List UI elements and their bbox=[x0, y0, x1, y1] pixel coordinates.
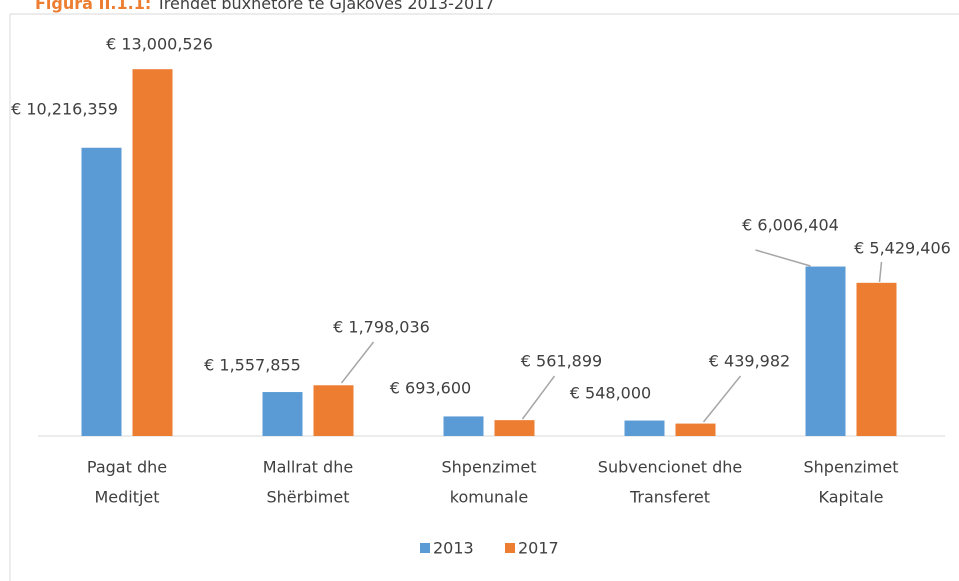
x-tick-label: Kapitale bbox=[819, 488, 884, 507]
data-label: € 548,000 bbox=[570, 384, 651, 403]
bar bbox=[262, 392, 303, 436]
legend-swatch bbox=[420, 543, 430, 553]
x-tick-label: Shpenzimet bbox=[804, 458, 899, 477]
legend-swatch bbox=[505, 543, 515, 553]
x-tick-label: Shërbimet bbox=[266, 488, 349, 507]
leader-line bbox=[878, 261, 883, 283]
data-label: € 1,798,036 bbox=[333, 318, 430, 337]
bar bbox=[805, 266, 846, 436]
x-tick-label: Mallrat dhe bbox=[263, 458, 353, 477]
bar bbox=[443, 416, 484, 436]
data-label: € 13,000,526 bbox=[106, 35, 213, 54]
bar bbox=[132, 69, 173, 436]
data-label: € 5,429,406 bbox=[854, 239, 951, 258]
x-tick-label: Subvencionet dhe bbox=[598, 458, 742, 477]
leader-line bbox=[702, 375, 742, 423]
caption: Figura II.1.1: Trendet buxhetore të Gjak… bbox=[35, 0, 495, 13]
x-tick-label: Pagat dhe bbox=[87, 458, 167, 477]
x-tick-label: Meditjet bbox=[94, 488, 159, 507]
x-tick-label: Shpenzimet bbox=[442, 458, 537, 477]
bar bbox=[81, 147, 122, 436]
chart-title: Trendet buxhetore të Gjakovës 2013-2017 bbox=[155, 0, 494, 13]
legend-label: 2013 bbox=[433, 539, 474, 558]
bar bbox=[313, 385, 354, 436]
bar bbox=[624, 420, 665, 436]
data-label: € 561,899 bbox=[521, 352, 602, 371]
legend-label: 2017 bbox=[518, 539, 559, 558]
x-tick-label: Transferet bbox=[629, 488, 710, 507]
data-label: € 693,600 bbox=[390, 379, 471, 398]
data-label: € 10,216,359 bbox=[11, 100, 118, 119]
leader-line bbox=[340, 341, 375, 384]
bar bbox=[856, 282, 897, 436]
data-label: € 6,006,404 bbox=[742, 216, 839, 235]
leader-line bbox=[755, 249, 811, 267]
bar bbox=[675, 423, 716, 436]
leader-line bbox=[521, 375, 556, 420]
data-label: € 1,557,855 bbox=[204, 356, 301, 375]
caption-prefix: Figura II.1.1: bbox=[35, 0, 151, 13]
data-label: € 439,982 bbox=[709, 352, 790, 371]
bar bbox=[494, 420, 535, 436]
x-tick-label: komunale bbox=[450, 488, 528, 507]
